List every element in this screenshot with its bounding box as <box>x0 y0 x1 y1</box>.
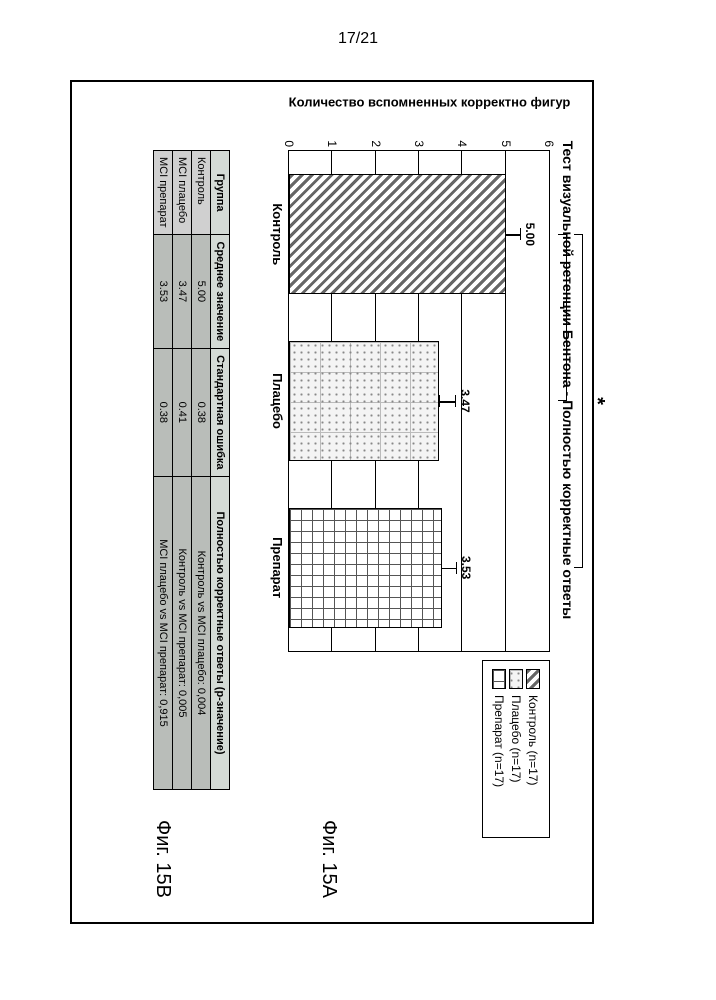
table-cell: 0.38 <box>154 348 173 476</box>
legend: Контроль (n=17)Плацебо (n=17)Препарат (n… <box>482 660 550 838</box>
table-header: Среднее значение <box>211 235 230 348</box>
legend-label: Контроль (n=17) <box>526 695 540 785</box>
table-cell: 0.41 <box>173 348 192 476</box>
y-tick: 1 <box>325 125 339 151</box>
plot-area: 01234565.00Контроль3.47Плацебо3.53Препар… <box>288 150 550 652</box>
table-row: Контроль5.000.38Контроль vs MCI плацебо:… <box>192 151 211 790</box>
significance-bracket <box>558 234 567 401</box>
table-header: Стандартная ошибка <box>211 348 230 476</box>
table-cell: MCI плацебо vs MCI препарат: 0,915 <box>154 477 173 790</box>
significance-bracket <box>574 234 583 567</box>
y-tick: 0 <box>282 125 296 151</box>
y-tick: 3 <box>412 125 426 151</box>
table-row: MCI препарат3.530.38MCI плацебо vs MCI п… <box>154 151 173 790</box>
table-cell: 3.53 <box>154 235 173 348</box>
panel-a-label: Фиг. 15A <box>317 820 340 898</box>
bar-Препарат: 3.53 <box>289 508 442 628</box>
legend-label: Препарат (n=17) <box>492 695 506 787</box>
bar-Плацебо: 3.47 <box>289 341 439 461</box>
page-number: 17/21 <box>0 30 716 48</box>
table-cell: 0.38 <box>192 348 211 476</box>
y-tick: 2 <box>369 125 383 151</box>
panel-a: Тест визуальной ретенции Бентона - Полно… <box>240 100 570 900</box>
rotated-figure: Тест визуальной ретенции Бентона - Полно… <box>90 100 570 900</box>
bar-value: 5.00 <box>523 223 537 246</box>
x-tick-label: Препарат <box>270 508 289 628</box>
table-cell: Контроль <box>192 151 211 235</box>
table-row: MCI плацебо3.470.41Контроль vs MCI препа… <box>173 151 192 790</box>
bar-Контроль: 5.00 <box>289 174 506 294</box>
table-cell: 3.47 <box>173 235 192 348</box>
table-header: Группа <box>211 151 230 235</box>
table-cell: MCI плацебо <box>173 151 192 235</box>
legend-item: Препарат (n=17) <box>492 669 506 829</box>
legend-item: Плацебо (n=17) <box>509 669 523 829</box>
x-tick-label: Плацебо <box>270 341 289 461</box>
bar-value: 3.53 <box>459 556 473 579</box>
y-axis-label: Количество вспомненных корректно фигур <box>290 92 570 112</box>
panel-b-label: Фиг. 15B <box>151 820 174 898</box>
x-tick-label: Контроль <box>270 174 289 294</box>
y-tick: 4 <box>455 125 469 151</box>
y-tick: 6 <box>542 125 556 151</box>
table-cell: Контроль vs MCI плацебо: 0,004 <box>192 477 211 790</box>
table-cell: 5.00 <box>192 235 211 348</box>
legend-label: Плацебо (n=17) <box>509 695 523 782</box>
y-tick: 5 <box>499 125 513 151</box>
legend-item: Контроль (n=17) <box>526 669 540 829</box>
stats-table: ГруппаСреднее значениеСтандартная ошибка… <box>153 150 230 790</box>
bar-value: 3.47 <box>458 389 472 412</box>
table-cell: MCI препарат <box>154 151 173 235</box>
panel-b: ГруппаСреднее значениеСтандартная ошибка… <box>94 100 234 900</box>
significance-star: * <box>585 397 608 405</box>
table-header: Полностью корректные ответы (p-значение) <box>211 477 230 790</box>
table-cell: Контроль vs MCI препарат: 0,005 <box>173 477 192 790</box>
